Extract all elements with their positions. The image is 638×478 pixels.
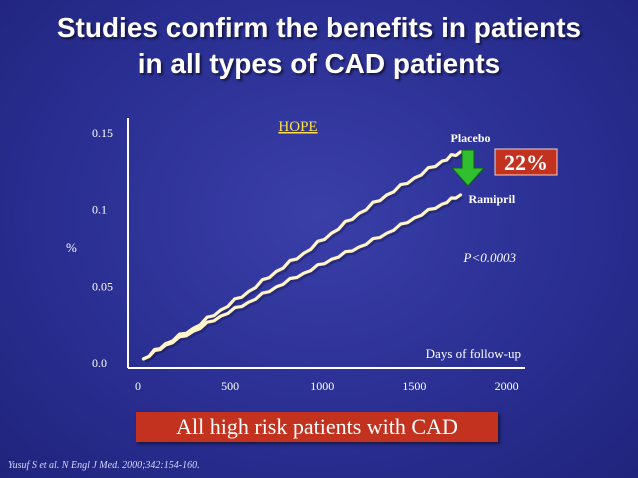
reduction-badge — [494, 148, 558, 176]
p-value-annotation: P<0.0003 — [463, 250, 517, 265]
series-line-ramipril — [141, 193, 463, 361]
title-line-1: Studies confirm the benefits in patients — [56, 12, 582, 43]
down-arrow-icon — [450, 149, 486, 187]
title-line-2: in all types of CAD patients — [137, 48, 501, 79]
chart-title: HOPE — [278, 119, 317, 135]
citation: Yusuf S et al. N Engl J Med. 2000;342:15… — [8, 460, 200, 471]
y-tick-label: 0.0 — [92, 356, 107, 370]
series-shadow-ramipril — [144, 194, 464, 363]
reduction-badge-text: 22% — [504, 150, 548, 175]
slide-title: Studies confirm the benefits in patients… — [0, 10, 638, 82]
x-tick-label: 2000 — [495, 379, 519, 393]
series-label-placebo: Placebo — [451, 131, 491, 145]
series-line-placebo — [141, 150, 463, 361]
y-tick-label: 0.15 — [92, 126, 113, 140]
y-axis-label: % — [66, 240, 77, 255]
conclusion-banner: All high risk patients with CAD — [136, 412, 498, 442]
x-tick-label: 1000 — [310, 379, 334, 393]
y-tick-label: 0.05 — [92, 279, 113, 293]
x-axis-label: Days of follow-up — [426, 346, 521, 361]
x-tick-label: 500 — [221, 379, 239, 393]
y-tick-label: 0.1 — [92, 203, 107, 217]
series-label-ramipril: Ramipril — [469, 192, 516, 206]
x-tick-label: 1500 — [402, 379, 426, 393]
x-tick-label: 0 — [135, 379, 141, 393]
